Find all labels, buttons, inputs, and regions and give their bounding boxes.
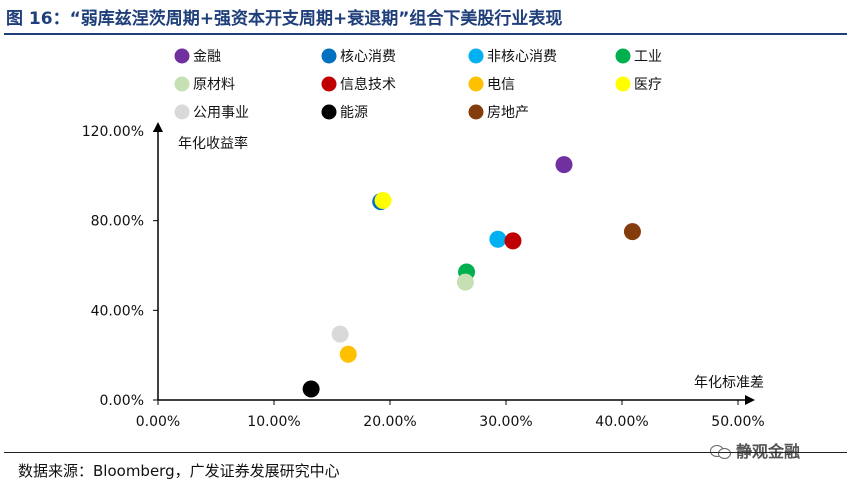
data-point — [489, 230, 507, 248]
y-tick-label: 0.00% — [100, 393, 144, 409]
legend-marker — [321, 48, 337, 64]
data-point — [302, 380, 320, 398]
legend-label: 原材料 — [193, 77, 235, 93]
legend-label: 电信 — [487, 77, 515, 93]
legend-label: 工业 — [634, 49, 662, 65]
watermark-text: 静观金融 — [736, 442, 801, 461]
legend-label: 能源 — [340, 105, 368, 121]
legend-marker — [321, 76, 337, 92]
legend-marker — [468, 104, 484, 120]
chart-title: 图 16：“弱库兹涅茨周期+强资本开支周期+衰退期”组合下美股行业表现 — [6, 9, 563, 29]
legend-label: 金融 — [193, 49, 221, 65]
x-tick-label: 50.00% — [711, 414, 764, 430]
y-tick-label: 120.00% — [82, 124, 144, 140]
y-axis-title: 年化收益率 — [178, 135, 248, 152]
x-axis-title: 年化标准差 — [694, 375, 764, 391]
legend-marker — [615, 76, 631, 92]
legend-marker — [468, 48, 484, 64]
legend-label: 信息技术 — [340, 76, 396, 93]
legend-marker — [174, 76, 190, 92]
x-tick-label: 20.00% — [363, 414, 416, 430]
data-point — [623, 223, 641, 241]
y-tick-label: 80.00% — [91, 214, 144, 230]
watermark: 静观金融 — [710, 438, 800, 462]
legend-label: 公用事业 — [193, 105, 249, 121]
title-rule — [4, 33, 847, 35]
legend-marker — [615, 48, 631, 64]
legend-marker — [321, 104, 337, 120]
footer-rule — [4, 452, 847, 453]
data-point — [331, 325, 349, 343]
x-tick-label: 40.00% — [595, 414, 648, 430]
data-point — [555, 156, 573, 174]
legend-label: 核心消费 — [340, 49, 396, 65]
x-tick-label: 30.00% — [479, 414, 532, 430]
x-tick-label: 0.00% — [136, 414, 180, 430]
data-point — [456, 273, 474, 291]
data-point — [374, 191, 392, 209]
data-point — [504, 232, 522, 250]
legend-label: 医疗 — [634, 77, 662, 93]
wechat-icon — [710, 443, 732, 459]
legend-label: 房地产 — [487, 105, 529, 121]
legend-marker — [468, 76, 484, 92]
axes: 0.00% 10.00% 20.00% 30.00% 40.00% 50.00% 0.00%… — [82, 122, 765, 430]
source-note: 数据来源：Bloomberg，广发证券发展研究中心 — [18, 462, 340, 480]
data-points — [302, 156, 641, 398]
x-tick-label: 10.00% — [247, 414, 300, 430]
legend-marker — [174, 48, 190, 64]
data-point — [339, 345, 357, 363]
legend-label: 非核心消费 — [487, 49, 557, 65]
legend-marker — [174, 104, 190, 120]
y-tick-label: 40.00% — [91, 303, 144, 319]
